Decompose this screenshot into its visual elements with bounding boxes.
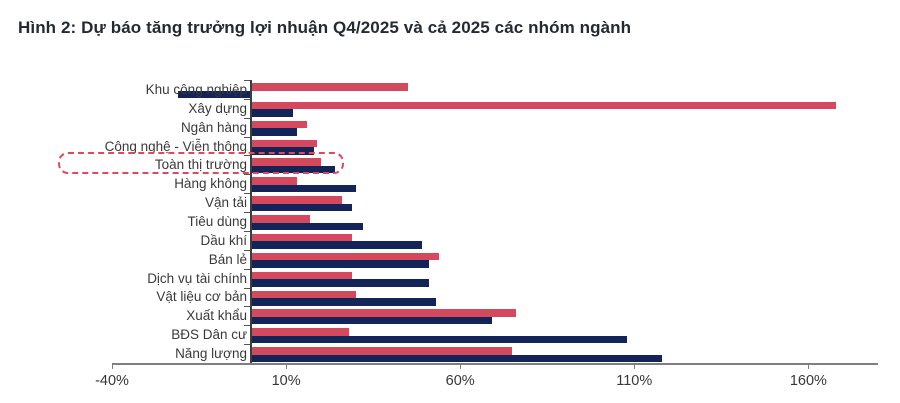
category-label: Xuất khẩu xyxy=(186,308,247,324)
category-label: Tiêu dùng xyxy=(187,214,247,229)
category-label: Vật liệu cơ bản xyxy=(156,289,247,305)
bar-red-series xyxy=(251,252,440,261)
category-label: Công nghệ - Viễn thông xyxy=(104,138,247,154)
bar-red-series xyxy=(251,83,408,91)
bar-red-series xyxy=(251,139,318,148)
category-axis-tick xyxy=(244,344,252,346)
figure-title: Hình 2: Dự báo tăng trưởng lợi nhuận Q4/… xyxy=(18,18,632,37)
category-label: Ngân hàng xyxy=(180,119,247,135)
bar-navy-series xyxy=(251,147,314,155)
bar-navy-series xyxy=(251,222,363,231)
value-axis-tick xyxy=(460,363,462,369)
category-axis-tick xyxy=(244,212,252,214)
x-tick-label: 60% xyxy=(445,373,475,389)
category-axis-tick xyxy=(244,193,252,195)
category-axis-tick xyxy=(244,155,252,157)
x-tick-label: 10% xyxy=(271,373,301,389)
bar-navy-series xyxy=(251,316,492,325)
bar-navy-series xyxy=(251,184,356,193)
bar-navy-series xyxy=(251,335,628,344)
category-axis-tick xyxy=(244,80,252,81)
category-label: BĐS Dân cư xyxy=(171,327,247,343)
bar-navy-series xyxy=(251,260,429,268)
bar-navy-series xyxy=(251,165,335,174)
category-label: Dầu khí xyxy=(200,232,247,248)
x-tick-label: -40% xyxy=(95,373,129,389)
category-axis-tick xyxy=(244,268,252,270)
category-axis-tick xyxy=(244,230,252,232)
bar-navy-series xyxy=(251,109,294,117)
category-label: Hàng không xyxy=(174,176,247,192)
value-axis-line xyxy=(112,363,878,365)
category-axis-tick xyxy=(244,174,252,176)
category-label: Dịch vụ tài chính xyxy=(147,270,247,286)
bar-red-series xyxy=(251,120,307,129)
bar-navy-series xyxy=(178,90,252,98)
category-axis-tick xyxy=(244,117,252,119)
bar-red-series xyxy=(251,158,321,166)
bar-navy-series xyxy=(251,298,436,306)
grouped-bar-chart: Khu công nghiệp Xây dựng Ngân hàng Công ngh… xyxy=(0,60,900,403)
category-label: Xây dựng xyxy=(188,100,247,116)
bar-red-series xyxy=(251,215,311,223)
category-label: Bán lẻ xyxy=(208,251,247,267)
x-tick-label: 160% xyxy=(789,373,827,389)
bar-red-series xyxy=(251,271,353,280)
category-axis-line xyxy=(250,80,253,363)
bar-red-series xyxy=(251,347,513,355)
bar-red-series xyxy=(251,177,297,185)
value-axis-tick xyxy=(808,363,810,369)
category-label: Năng lượng xyxy=(175,346,247,362)
category-axis-tick xyxy=(244,287,252,289)
value-axis-tick xyxy=(112,363,113,369)
plot-area: Khu công nghiệp Xây dựng Ngân hàng Công ngh… xyxy=(0,60,900,403)
category-label: Vận tải xyxy=(204,195,247,211)
x-tick-label: 110% xyxy=(616,373,653,389)
bar-navy-series xyxy=(251,203,353,212)
value-axis-tick xyxy=(634,363,636,369)
bar-red-series xyxy=(251,101,837,110)
highlight-box-toan-thi-truong xyxy=(58,152,344,175)
category-axis-tick xyxy=(244,98,252,100)
bar-navy-series xyxy=(251,241,422,249)
value-axis-tick xyxy=(286,363,288,369)
category-axis-tick xyxy=(244,306,252,308)
category-label: Toàn thị trường xyxy=(154,157,247,173)
bar-red-series xyxy=(251,309,516,317)
bar-red-series xyxy=(251,233,353,242)
category-axis-tick xyxy=(244,249,252,251)
bar-red-series xyxy=(251,328,349,336)
bar-red-series xyxy=(251,290,356,299)
bar-navy-series xyxy=(251,354,663,363)
bar-navy-series xyxy=(251,279,429,287)
bar-navy-series xyxy=(251,128,297,136)
category-label: Khu công nghiệp xyxy=(145,81,247,97)
bar-red-series xyxy=(251,196,342,204)
category-axis-tick xyxy=(244,136,252,138)
category-axis-tick xyxy=(244,325,252,327)
